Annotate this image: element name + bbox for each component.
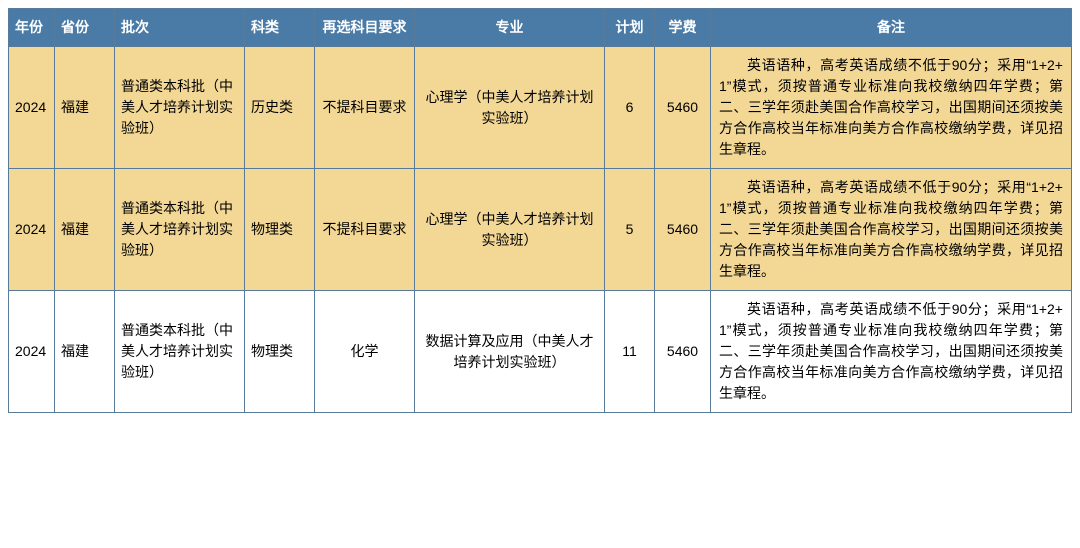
cell-province: 福建 [55, 169, 115, 291]
col-subject: 科类 [245, 9, 315, 47]
cell-note: 英语语种，高考英语成绩不低于90分；采用“1+2+1”模式，须按普通专业标准向我… [711, 291, 1072, 413]
table-row: 2024 福建 普通类本科批（中美人才培养计划实验班） 物理类 化学 数据计算及… [9, 291, 1072, 413]
cell-province: 福建 [55, 47, 115, 169]
cell-note: 英语语种，高考英语成绩不低于90分；采用“1+2+1”模式，须按普通专业标准向我… [711, 169, 1072, 291]
cell-major: 数据计算及应用（中美人才培养计划实验班） [415, 291, 605, 413]
cell-note: 英语语种，高考英语成绩不低于90分；采用“1+2+1”模式，须按普通专业标准向我… [711, 47, 1072, 169]
cell-plan: 11 [605, 291, 655, 413]
cell-fee: 5460 [655, 47, 711, 169]
cell-major: 心理学（中美人才培养计划实验班） [415, 47, 605, 169]
col-major: 专业 [415, 9, 605, 47]
table-header: 年份 省份 批次 科类 再选科目要求 专业 计划 学费 备注 [9, 9, 1072, 47]
col-plan: 计划 [605, 9, 655, 47]
cell-plan: 5 [605, 169, 655, 291]
cell-year: 2024 [9, 47, 55, 169]
note-text: 英语语种，高考英语成绩不低于90分；采用“1+2+1”模式，须按普通专业标准向我… [719, 299, 1063, 404]
cell-batch: 普通类本科批（中美人才培养计划实验班） [115, 169, 245, 291]
table-row: 2024 福建 普通类本科批（中美人才培养计划实验班） 物理类 不提科目要求 心… [9, 169, 1072, 291]
cell-plan: 6 [605, 47, 655, 169]
cell-fee: 5460 [655, 291, 711, 413]
cell-major: 心理学（中美人才培养计划实验班） [415, 169, 605, 291]
cell-batch: 普通类本科批（中美人才培养计划实验班） [115, 291, 245, 413]
cell-req: 不提科目要求 [315, 169, 415, 291]
col-year: 年份 [9, 9, 55, 47]
cell-year: 2024 [9, 291, 55, 413]
cell-subject: 物理类 [245, 291, 315, 413]
table-body: 2024 福建 普通类本科批（中美人才培养计划实验班） 历史类 不提科目要求 心… [9, 47, 1072, 413]
col-req: 再选科目要求 [315, 9, 415, 47]
col-fee: 学费 [655, 9, 711, 47]
cell-fee: 5460 [655, 169, 711, 291]
col-province: 省份 [55, 9, 115, 47]
cell-subject: 物理类 [245, 169, 315, 291]
col-note: 备注 [711, 9, 1072, 47]
cell-subject: 历史类 [245, 47, 315, 169]
cell-province: 福建 [55, 291, 115, 413]
cell-batch: 普通类本科批（中美人才培养计划实验班） [115, 47, 245, 169]
table-row: 2024 福建 普通类本科批（中美人才培养计划实验班） 历史类 不提科目要求 心… [9, 47, 1072, 169]
cell-req: 化学 [315, 291, 415, 413]
note-text: 英语语种，高考英语成绩不低于90分；采用“1+2+1”模式，须按普通专业标准向我… [719, 55, 1063, 160]
admission-table: 年份 省份 批次 科类 再选科目要求 专业 计划 学费 备注 2024 福建 普… [8, 8, 1072, 413]
col-batch: 批次 [115, 9, 245, 47]
cell-year: 2024 [9, 169, 55, 291]
note-text: 英语语种，高考英语成绩不低于90分；采用“1+2+1”模式，须按普通专业标准向我… [719, 177, 1063, 282]
cell-req: 不提科目要求 [315, 47, 415, 169]
